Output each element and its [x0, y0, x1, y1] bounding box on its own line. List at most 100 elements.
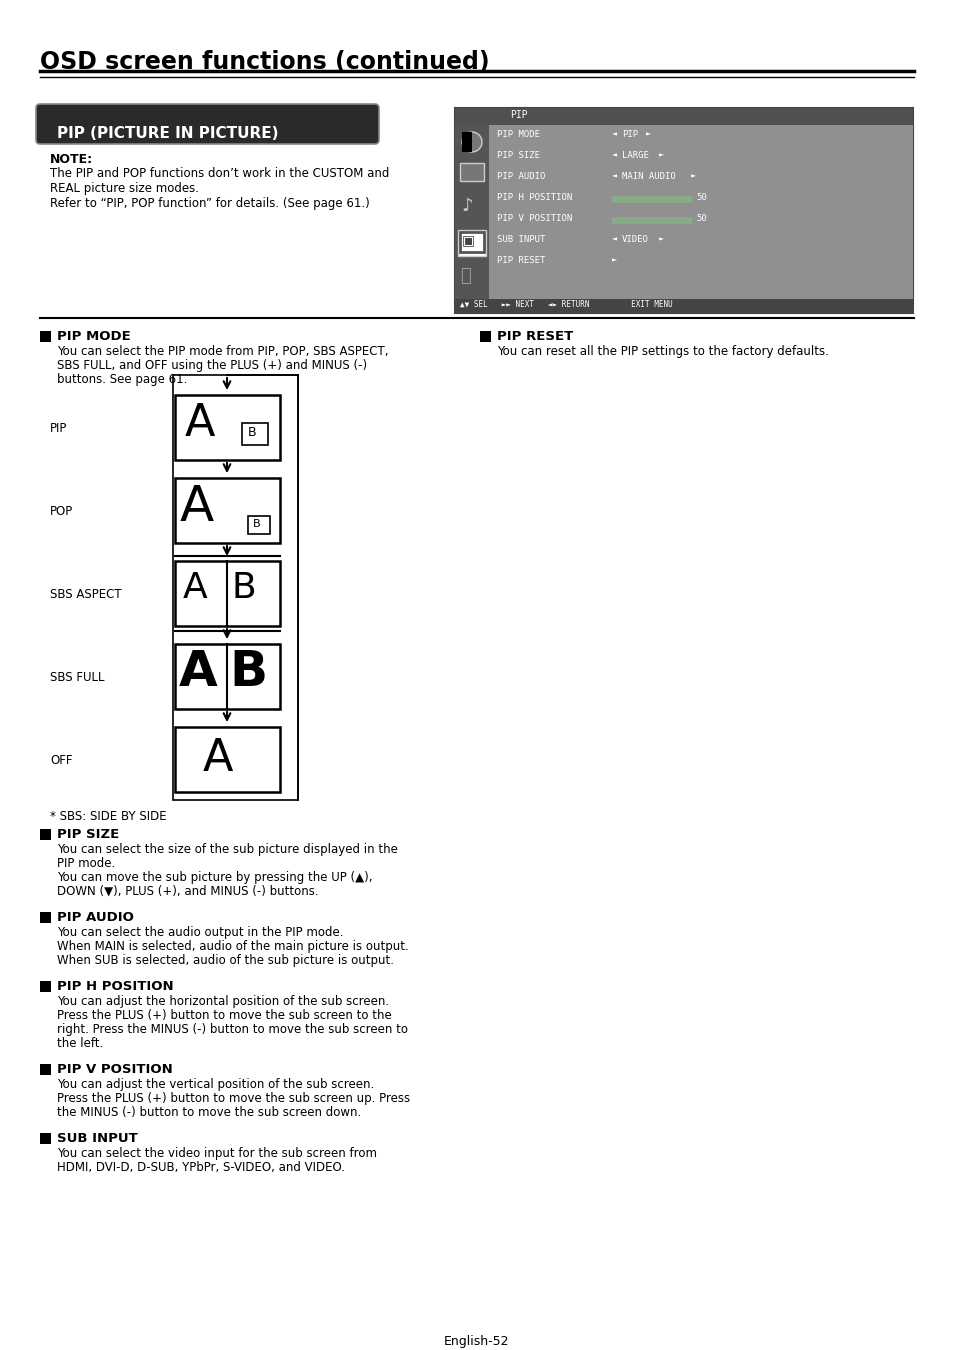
Text: The PIP and POP functions don’t work in the CUSTOM and: The PIP and POP functions don’t work in …	[50, 167, 389, 180]
Text: You can move the sub picture by pressing the UP (▲),: You can move the sub picture by pressing…	[57, 871, 372, 884]
Text: PIP AUDIO: PIP AUDIO	[57, 911, 133, 923]
Text: A: A	[179, 648, 217, 697]
Text: B: B	[248, 427, 256, 439]
Text: PIP V POSITION: PIP V POSITION	[57, 1062, 172, 1076]
Bar	[612, 196, 691, 202]
Bar	[172, 375, 297, 801]
Circle shape	[461, 132, 481, 153]
Text: You can adjust the vertical position of the sub screen.: You can adjust the vertical position of …	[57, 1079, 374, 1091]
Text: English-52: English-52	[444, 1335, 509, 1349]
Text: B: B	[232, 571, 256, 605]
Text: Press the PLUS (+) button to move the sub screen to the: Press the PLUS (+) button to move the su…	[57, 1008, 392, 1022]
Text: PIP: PIP	[621, 130, 638, 139]
Bar	[174, 728, 280, 792]
Bar	[40, 913, 51, 923]
Text: ►: ►	[658, 235, 662, 244]
Bar	[455, 108, 912, 126]
Text: PIP SIZE: PIP SIZE	[497, 151, 539, 161]
Bar	[489, 126, 912, 313]
Text: PIP MODE: PIP MODE	[497, 130, 539, 139]
Text: ▣: ▣	[461, 234, 475, 247]
FancyBboxPatch shape	[36, 104, 378, 144]
Bar	[479, 331, 491, 342]
Text: A: A	[185, 402, 215, 446]
Bar	[455, 126, 489, 313]
Text: SUB INPUT: SUB INPUT	[497, 235, 545, 244]
Bar	[459, 163, 483, 181]
Text: You can select the audio output in the PIP mode.: You can select the audio output in the P…	[57, 926, 343, 940]
Text: Press the PLUS (+) button to move the sub screen up. Press: Press the PLUS (+) button to move the su…	[57, 1092, 410, 1106]
Bar	[40, 829, 51, 840]
Text: A: A	[183, 571, 208, 605]
Bar	[612, 217, 691, 224]
Text: ◄: ◄	[612, 151, 617, 161]
Bar	[174, 396, 280, 460]
Text: ◄: ◄	[612, 130, 617, 139]
Text: * SBS: SIDE BY SIDE: * SBS: SIDE BY SIDE	[50, 810, 167, 824]
Text: 50: 50	[696, 215, 706, 223]
Text: OSD screen functions (continued): OSD screen functions (continued)	[40, 50, 489, 74]
Text: You can reset all the PIP settings to the factory defaults.: You can reset all the PIP settings to th…	[497, 346, 828, 358]
Text: ⛯: ⛯	[459, 267, 470, 285]
Text: ►: ►	[690, 171, 696, 181]
Text: SBS FULL: SBS FULL	[50, 671, 105, 684]
Text: LARGE: LARGE	[621, 151, 648, 161]
Bar	[40, 1064, 51, 1075]
Text: PIP V POSITION: PIP V POSITION	[497, 215, 572, 223]
Bar	[455, 108, 912, 313]
Text: PIP MODE: PIP MODE	[57, 329, 131, 343]
Text: PIP H POSITION: PIP H POSITION	[57, 980, 173, 994]
Text: the MINUS (-) button to move the sub screen down.: the MINUS (-) button to move the sub scr…	[57, 1106, 361, 1119]
Text: REAL picture size modes.: REAL picture size modes.	[50, 182, 199, 194]
Bar	[40, 981, 51, 992]
Text: B: B	[229, 648, 267, 697]
Text: PIP H POSITION: PIP H POSITION	[497, 193, 572, 202]
Text: HDMI, DVI-D, D-SUB, YPbPr, S-VIDEO, and VIDEO.: HDMI, DVI-D, D-SUB, YPbPr, S-VIDEO, and …	[57, 1161, 345, 1174]
Text: NOTE:: NOTE:	[50, 153, 93, 166]
Text: You can select the PIP mode from PIP, POP, SBS ASPECT,: You can select the PIP mode from PIP, PO…	[57, 346, 388, 358]
Text: ▲▼ SEL   ►► NEXT   ◄► RETURN         EXIT MENU: ▲▼ SEL ►► NEXT ◄► RETURN EXIT MENU	[459, 300, 672, 309]
Text: A: A	[180, 483, 214, 531]
Bar	[174, 478, 280, 543]
Text: ►: ►	[658, 151, 662, 161]
Text: PIP: PIP	[50, 423, 68, 435]
Text: PIP RESET: PIP RESET	[497, 329, 573, 343]
Text: ♪: ♪	[460, 197, 472, 215]
Text: ►: ►	[612, 256, 617, 265]
Text: VIDEO: VIDEO	[621, 235, 648, 244]
Text: A: A	[203, 737, 233, 780]
Text: OFF: OFF	[50, 755, 72, 767]
Text: SBS ASPECT: SBS ASPECT	[50, 589, 121, 601]
Text: When SUB is selected, audio of the sub picture is output.: When SUB is selected, audio of the sub p…	[57, 954, 394, 967]
Text: You can select the video input for the sub screen from: You can select the video input for the s…	[57, 1148, 376, 1160]
Text: the left.: the left.	[57, 1037, 103, 1050]
Text: PIP (PICTURE IN PICTURE): PIP (PICTURE IN PICTURE)	[57, 126, 278, 140]
Text: B: B	[253, 518, 260, 529]
Text: ◄: ◄	[612, 235, 617, 244]
Text: POP: POP	[50, 505, 73, 518]
Text: PIP SIZE: PIP SIZE	[57, 828, 119, 841]
Bar	[457, 230, 485, 256]
Text: You can select the size of the sub picture displayed in the: You can select the size of the sub pictu…	[57, 842, 397, 856]
Polygon shape	[461, 132, 472, 153]
Text: DOWN (▼), PLUS (+), and MINUS (-) buttons.: DOWN (▼), PLUS (+), and MINUS (-) button…	[57, 886, 318, 898]
Text: ◄: ◄	[612, 171, 617, 181]
Text: PIP mode.: PIP mode.	[57, 857, 115, 869]
Text: SUB INPUT: SUB INPUT	[57, 1133, 137, 1145]
Text: PIP: PIP	[510, 109, 527, 120]
Bar	[242, 423, 268, 446]
Bar	[455, 298, 912, 313]
Bar	[459, 232, 483, 252]
Bar	[174, 644, 280, 709]
Text: 50: 50	[696, 193, 706, 202]
Text: Refer to “PIP, POP function” for details. (See page 61.): Refer to “PIP, POP function” for details…	[50, 197, 370, 211]
Bar	[248, 516, 270, 535]
Text: PIP AUDIO: PIP AUDIO	[497, 171, 545, 181]
Text: ►: ►	[645, 130, 650, 139]
Bar	[174, 562, 280, 626]
Text: You can adjust the horizontal position of the sub screen.: You can adjust the horizontal position o…	[57, 995, 389, 1008]
Bar	[40, 331, 51, 342]
Text: buttons. See page 61.: buttons. See page 61.	[57, 373, 187, 386]
Text: SBS FULL, and OFF using the PLUS (+) and MINUS (-): SBS FULL, and OFF using the PLUS (+) and…	[57, 359, 367, 373]
Text: right. Press the MINUS (-) button to move the sub screen to: right. Press the MINUS (-) button to mov…	[57, 1023, 408, 1035]
